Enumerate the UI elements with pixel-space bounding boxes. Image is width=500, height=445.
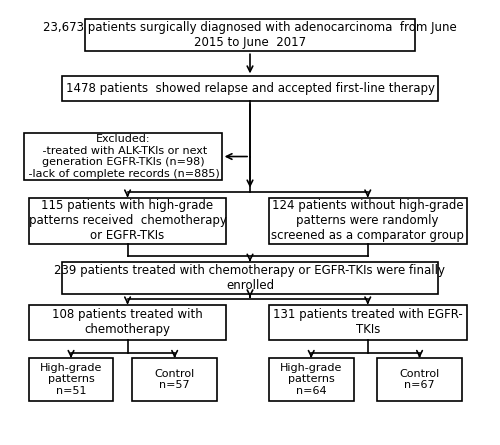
FancyBboxPatch shape [269,358,353,401]
FancyBboxPatch shape [85,19,415,51]
FancyBboxPatch shape [377,358,462,401]
Text: Excluded:
 -treated with ALK-TKIs or next
generation EGFR-TKIs (n=98)
 -lack of : Excluded: -treated with ALK-TKIs or next… [26,134,220,179]
Text: 239 patients treated with chemotherapy or EGFR-TKIs were finally
enrolled: 239 patients treated with chemotherapy o… [54,264,446,292]
Text: High-grade
patterns
n=64: High-grade patterns n=64 [280,363,342,396]
Text: High-grade
patterns
n=51: High-grade patterns n=51 [40,363,102,396]
FancyBboxPatch shape [24,134,222,180]
FancyBboxPatch shape [269,304,466,340]
FancyBboxPatch shape [132,358,217,401]
Text: 131 patients treated with EGFR-
TKIs: 131 patients treated with EGFR- TKIs [273,308,462,336]
FancyBboxPatch shape [269,198,466,244]
Text: 108 patients treated with
chemotherapy: 108 patients treated with chemotherapy [52,308,203,336]
FancyBboxPatch shape [28,304,226,340]
Text: 124 patients without high-grade
patterns were randomly
screened as a comparator : 124 patients without high-grade patterns… [272,199,464,242]
FancyBboxPatch shape [62,76,438,101]
FancyBboxPatch shape [28,358,114,401]
Text: 1478 patients  showed relapse and accepted first-line therapy: 1478 patients showed relapse and accepte… [66,82,434,95]
Text: Control
n=57: Control n=57 [154,368,195,390]
FancyBboxPatch shape [62,262,438,294]
Text: 23,673 patients surgically diagnosed with adenocarcinoma  from June
2015 to June: 23,673 patients surgically diagnosed wit… [43,21,457,49]
Text: Control
n=67: Control n=67 [400,368,440,390]
Text: 115 patients with high-grade
patterns received  chemotherapy
or EGFR-TKIs: 115 patients with high-grade patterns re… [28,199,226,242]
FancyBboxPatch shape [28,198,226,244]
